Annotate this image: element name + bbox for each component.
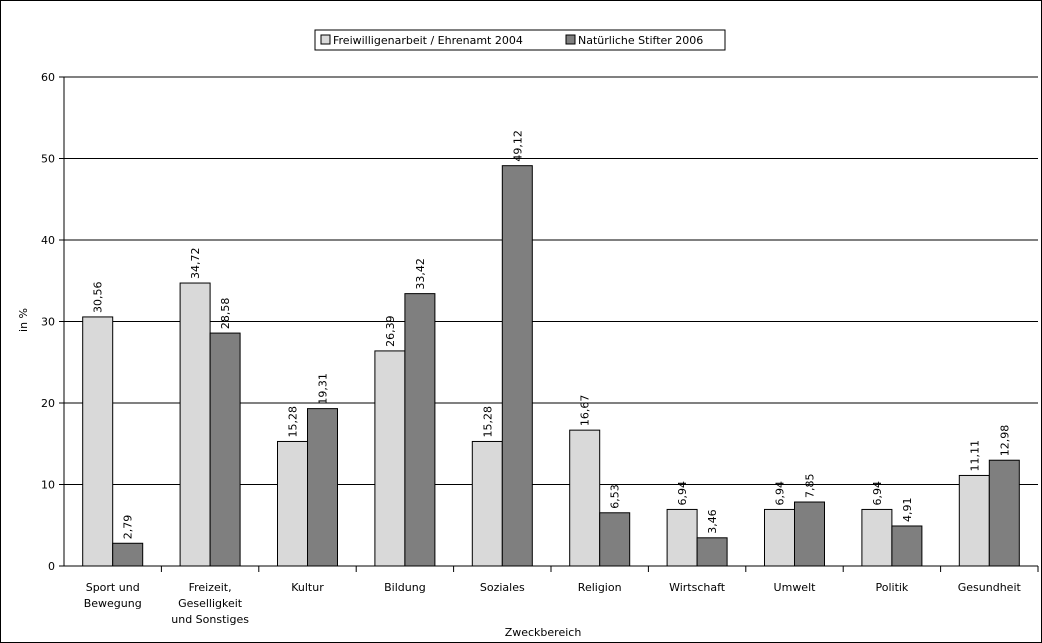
data-label: 6,94 — [871, 481, 884, 506]
data-label: 4,91 — [901, 497, 914, 522]
data-label: 2,79 — [122, 515, 135, 540]
bar-stifter — [794, 501, 825, 567]
x-category-label: Kultur — [291, 581, 324, 594]
bar-freiwilligenarbeit — [82, 316, 114, 567]
legend-box — [314, 29, 726, 51]
legend-label-series-1: Freiwilligenarbeit / Ehrenamt 2004 — [333, 34, 523, 47]
x-category-label: Freizeit, Geselligkeit und Sonstiges — [171, 581, 249, 626]
bar-stifter — [599, 512, 631, 567]
legend-swatch-series-2 — [565, 34, 576, 45]
bar-freiwilligenarbeit — [861, 508, 893, 567]
bar-stifter — [988, 459, 1020, 567]
data-label: 15,28 — [287, 406, 300, 438]
bar-stifter — [696, 537, 728, 567]
legend-swatch-series-1 — [320, 34, 331, 45]
data-label: 6,94 — [774, 481, 787, 506]
data-label: 28,58 — [219, 298, 232, 330]
x-axis-categories: Sport und Bewegung Freizeit, Geselligkeit un… — [84, 581, 1022, 626]
bar-stifter — [891, 525, 923, 567]
x-category-label: Umwelt — [774, 581, 817, 594]
axes — [63, 77, 1039, 572]
x-category-label: Gesundheit — [958, 581, 1022, 594]
bar-stifter — [404, 293, 436, 567]
y-tick-label: 20 — [41, 397, 55, 410]
data-label: 11,11 — [968, 440, 981, 472]
y-tick-label: 50 — [41, 153, 55, 166]
bar-freiwilligenarbeit — [277, 440, 308, 567]
bar-stifter — [112, 542, 144, 567]
data-label: 34,72 — [189, 248, 202, 280]
bar-stifter — [501, 165, 533, 567]
x-category-label: Bildung — [384, 581, 426, 594]
data-label: 16,67 — [579, 395, 592, 427]
x-category-label: Soziales — [480, 581, 525, 594]
x-axis-title: Zweckbereich — [505, 626, 582, 639]
bar-freiwilligenarbeit — [958, 474, 990, 567]
bar-freiwilligenarbeit — [666, 508, 698, 567]
y-tick-label: 0 — [48, 560, 55, 573]
y-tick-label: 60 — [41, 71, 55, 84]
data-label: 15,28 — [481, 406, 494, 438]
bar-freiwilligenarbeit — [179, 282, 211, 567]
data-label: 33,42 — [414, 258, 427, 290]
legend-label-series-2: Natürliche Stifter 2006 — [578, 34, 703, 47]
x-category-label: Sport und Bewegung — [84, 581, 142, 610]
bar-freiwilligenarbeit — [374, 350, 406, 567]
data-label: 30,56 — [92, 281, 105, 313]
bars — [82, 165, 1020, 567]
bar-freiwilligenarbeit — [764, 508, 795, 567]
y-tick-label: 10 — [41, 479, 55, 492]
y-tick-label: 40 — [41, 234, 55, 247]
data-label: 26,39 — [384, 315, 397, 347]
x-category-label: Wirtschaft — [669, 581, 726, 594]
data-label: 12,98 — [998, 425, 1011, 457]
data-label: 49,12 — [511, 130, 524, 162]
bar-freiwilligenarbeit — [471, 440, 503, 567]
bar-stifter — [307, 408, 338, 567]
data-label: 6,53 — [609, 484, 622, 509]
y-axis-ticks: 0 10 20 30 40 50 60 — [41, 71, 64, 573]
data-label: 6,94 — [676, 481, 689, 506]
value-labels: 30,56 2,79 34,72 28,58 15,28 19,31 26,39 33,42 1… — [92, 130, 1012, 539]
legend: Freiwilligenarbeit / Ehrenamt 2004 Natür… — [314, 29, 726, 51]
data-label: 7,85 — [804, 474, 817, 499]
y-axis-title: in % — [17, 308, 30, 332]
x-category-label: Politik — [875, 581, 908, 594]
y-tick-label: 30 — [41, 316, 55, 329]
x-category-label: Religion — [578, 581, 622, 594]
data-label: 3,46 — [706, 509, 719, 534]
bar-stifter — [209, 332, 241, 567]
data-label: 19,31 — [317, 373, 330, 405]
bar-freiwilligenarbeit — [569, 429, 601, 567]
